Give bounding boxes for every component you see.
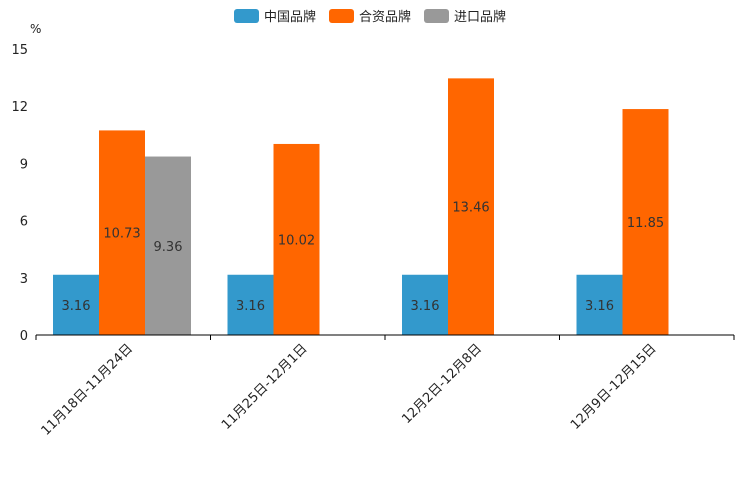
- data-label-1-4: 3.16: [585, 299, 614, 314]
- data-label-2-1: 10.73: [103, 227, 140, 242]
- data-label-1-2: 3.16: [236, 299, 265, 314]
- data-label-2-3: 13.46: [452, 201, 489, 216]
- bar-2-3[interactable]: [448, 78, 494, 335]
- y-tick-label: 9: [20, 157, 28, 172]
- bar-1-1[interactable]: [53, 274, 99, 335]
- legend-label-1[interactable]: 中国品牌: [264, 9, 316, 25]
- legend-swatch-2[interactable]: [329, 9, 354, 23]
- data-label-2-4: 11.85: [627, 216, 664, 231]
- legend-swatch-1[interactable]: [234, 9, 259, 23]
- legend: 中国品牌 合资品牌 进口品牌: [234, 9, 506, 25]
- data-label-1-1: 3.16: [62, 299, 91, 314]
- y-axis: 0 3 6 9 12 15: [11, 43, 28, 344]
- bar-2-1[interactable]: [99, 130, 145, 335]
- x-category-label: 12月9日-12月15日: [568, 341, 660, 433]
- y-unit-label: %: [30, 22, 41, 36]
- legend-label-3[interactable]: 进口品牌: [454, 9, 506, 25]
- y-tick-label: 12: [11, 100, 28, 115]
- bar-1-3[interactable]: [402, 274, 448, 335]
- x-category-label: 12月2日-12月8日: [399, 341, 485, 427]
- y-tick-label: 6: [20, 215, 28, 230]
- bar-1-2[interactable]: [227, 274, 274, 335]
- data-label-1-3: 3.16: [411, 299, 440, 314]
- bar-3-1[interactable]: [145, 156, 191, 335]
- legend-label-2[interactable]: 合资品牌: [359, 9, 411, 25]
- x-category-label: 11月25日-12月1日: [219, 341, 311, 433]
- data-label-2-2: 10.02: [278, 233, 315, 248]
- y-tick-label: 15: [11, 43, 28, 58]
- bar-2-4[interactable]: [622, 109, 669, 335]
- y-tick-label: 3: [20, 272, 28, 287]
- legend-swatch-3[interactable]: [424, 9, 449, 23]
- bar-2-2[interactable]: [273, 143, 320, 335]
- x-axis: 11月18日-11月24日 11月25日-12月1日 12月2日-12月8日 12月9…: [35, 334, 735, 439]
- data-label-3-1: 9.36: [154, 240, 183, 255]
- x-category-label: 11月18日-11月24日: [39, 341, 136, 438]
- y-tick-label: 0: [20, 329, 28, 344]
- bar-1-4[interactable]: [576, 274, 623, 335]
- bars: 3.16 10.73 9.36 3.16 10.02 3.16 13.46 3.16 11.85: [53, 78, 669, 335]
